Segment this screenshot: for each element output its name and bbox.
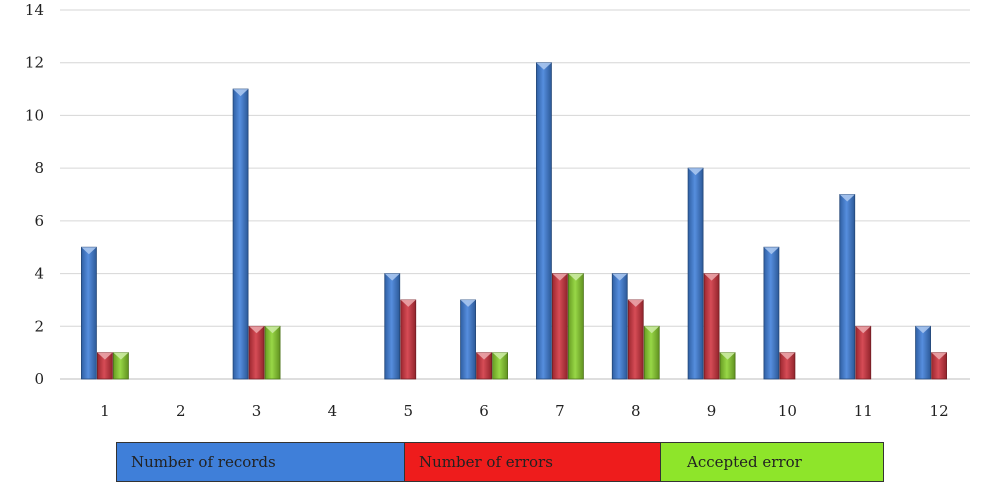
bar-accepted-error-1 [113,352,129,380]
bar-number-of-records-12 [915,325,931,380]
y-tick-label: 6 [34,212,44,230]
bar-accepted-error-3 [264,325,281,380]
bar-number-of-errors-11 [855,325,872,380]
bar-accepted-error-7 [568,273,584,380]
y-axis-tick-labels: 0 2 4 6 8 10 12 14 [25,1,44,388]
bar-number-of-records-3 [232,88,249,380]
bar-number-of-records-11 [839,194,856,380]
legend-item-number-of-errors: Number of errors [404,443,660,481]
bar-accepted-error-9 [719,352,736,380]
chart-legend: Number of records Number of errors Accep… [116,442,884,482]
bar-number-of-errors-3 [248,325,265,380]
legend-label-accepted-error: Accepted error [687,453,802,471]
y-tick-label: 8 [34,159,44,177]
bar-number-of-errors-1 [97,352,113,380]
x-tick-label: 2 [176,402,186,420]
y-tick-label: 12 [25,54,44,72]
bar-number-of-records-8 [611,273,628,380]
gridlines [60,9,970,380]
x-tick-label: 4 [328,402,338,420]
bar-accepted-error-8 [643,325,660,380]
x-tick-label: 10 [778,402,797,420]
bar-number-of-errors-6 [476,352,492,380]
y-tick-label: 14 [25,1,44,19]
bar-accepted-error-6 [492,352,508,380]
legend-label-number-of-errors: Number of errors [419,453,553,471]
legend-label-number-of-records: Number of records [131,453,276,471]
bar-number-of-records-6 [460,299,476,380]
x-tick-label: 3 [252,402,262,420]
y-tick-label: 2 [34,317,44,335]
bar-number-of-errors-10 [779,352,796,380]
x-tick-label: 12 [930,402,949,420]
bar-number-of-errors-9 [703,273,720,380]
bar-number-of-errors-8 [627,299,644,380]
x-tick-label: 5 [403,402,413,420]
legend-item-number-of-records: Number of records [117,443,404,481]
x-tick-label: 6 [479,402,489,420]
x-tick-label: 8 [631,402,641,420]
bar-number-of-records-7 [536,62,552,380]
y-tick-label: 4 [34,265,44,283]
bar-number-of-errors-5 [400,299,417,380]
bar-number-of-records-1 [81,246,97,380]
bar-number-of-records-10 [763,246,780,380]
legend-item-accepted-error: Accepted error [660,443,883,481]
x-tick-label: 1 [100,402,110,420]
x-tick-label: 11 [854,402,873,420]
bar-number-of-errors-12 [931,352,947,380]
y-tick-label: 0 [34,370,44,388]
bar-number-of-records-5 [384,273,401,380]
bar-number-of-errors-7 [552,273,568,380]
bar-number-of-records-9 [687,167,704,380]
x-axis-tick-labels: 1 2 3 4 5 6 7 8 9 10 11 12 [100,402,948,420]
y-tick-label: 10 [25,106,44,124]
x-tick-label: 9 [707,402,717,420]
x-tick-label: 7 [555,402,565,420]
bars [81,62,947,380]
